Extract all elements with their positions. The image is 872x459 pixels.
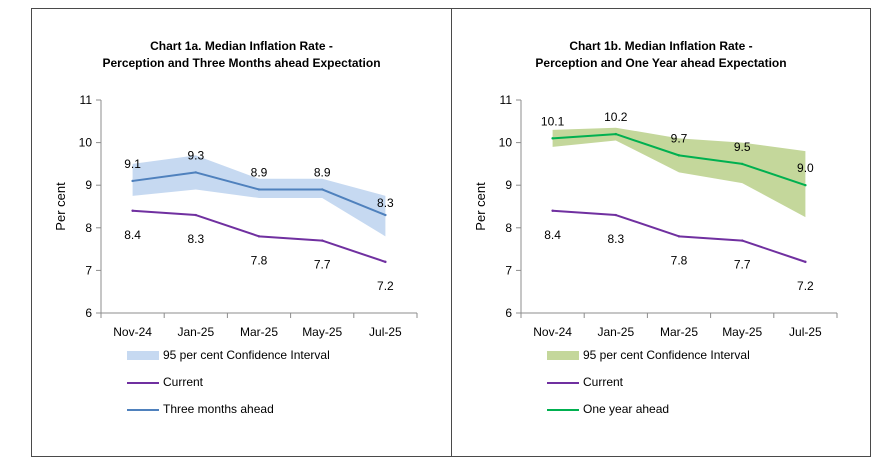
legend-label-band: 95 per cent Confidence Interval (163, 348, 330, 362)
data-label: 8.3 (187, 232, 204, 246)
legend-swatch-current (547, 382, 579, 384)
data-point (321, 188, 324, 191)
y-tick-label: 11 (500, 93, 513, 107)
x-tick-label: Jan-25 (597, 325, 634, 339)
x-tick-label: Mar-25 (660, 325, 698, 339)
y-tick-label: 6 (505, 306, 512, 320)
data-label: 9.3 (187, 148, 204, 162)
chart-1b-panel: Chart 1b. Median Inflation Rate - Percep… (451, 8, 871, 457)
y-tick-label: 9 (85, 178, 92, 192)
data-point (741, 162, 744, 166)
data-point (384, 260, 387, 264)
x-tick-label: Nov-24 (113, 325, 152, 339)
chart-title: Chart 1a. Median Inflation Rate - Percep… (32, 38, 451, 72)
data-point (804, 184, 807, 187)
confidence-band (132, 155, 386, 237)
legend-swatch-band (547, 351, 579, 360)
legend-swatch-band (127, 351, 159, 360)
data-point (194, 213, 197, 217)
y-tick-label: 8 (85, 221, 92, 235)
data-point (551, 137, 554, 140)
data-label: 8.4 (124, 228, 141, 242)
y-tick-label: 9 (505, 178, 512, 192)
data-label: 8.4 (544, 228, 561, 242)
data-label: 9.5 (734, 140, 751, 154)
x-tick-label: Nov-24 (533, 325, 572, 339)
x-tick-label: Jan-25 (177, 325, 214, 339)
chart-1b-plot: 6 7 8 9 10 11 Nov-24 Jan-25 Mar-25 May-25 Jul-25 Pe… (473, 93, 838, 339)
data-point (614, 213, 617, 217)
data-point (257, 235, 261, 238)
chart-title-line-1: Chart 1b. Median Inflation Rate - (569, 39, 753, 53)
y-tick-label: 7 (85, 263, 92, 277)
y-tick-label: 7 (505, 263, 512, 277)
data-label: 7.8 (671, 253, 688, 267)
data-label: 7.2 (377, 279, 394, 293)
legend-swatch-current (127, 382, 159, 384)
x-tick-label: May-25 (722, 325, 762, 339)
data-point (384, 213, 387, 217)
y-tick-label: 10 (499, 136, 513, 150)
chart-title-line-1: Chart 1a. Median Inflation Rate - (150, 39, 333, 53)
x-tick-label: Mar-25 (240, 325, 278, 339)
data-point (614, 132, 617, 136)
data-point (677, 235, 681, 238)
data-label: 9.0 (797, 161, 814, 175)
data-point (257, 188, 261, 191)
chart-title-line-2: Perception and Three Months ahead Expect… (102, 56, 381, 70)
data-point (677, 154, 681, 157)
chart-title-line-2: Perception and One Year ahead Expectatio… (535, 56, 787, 70)
confidence-band (552, 127, 806, 218)
y-tick-label: 6 (85, 306, 92, 320)
x-tick-label: Jul-25 (369, 325, 402, 339)
data-point (321, 239, 324, 242)
data-label: 8.3 (607, 232, 624, 246)
data-label: 7.8 (251, 253, 268, 267)
legend-swatch-expectation (547, 409, 579, 411)
data-label: 7.7 (734, 258, 751, 272)
legend-label-current: Current (163, 375, 204, 389)
chart-1a-plot: 6 7 8 9 10 11 Nov-24 Jan-25 Mar-25 May-25 Jul-25 Pe… (53, 93, 418, 339)
data-point (131, 209, 134, 212)
data-label: 8.3 (377, 196, 394, 210)
data-point (194, 171, 197, 174)
y-tick-label: 11 (80, 93, 93, 107)
legend-label-expectation: One year ahead (583, 402, 670, 416)
legend-label-band: 95 per cent Confidence Interval (583, 348, 750, 362)
data-label: 9.7 (671, 131, 688, 145)
data-label: 8.9 (251, 165, 268, 179)
y-tick-label: 8 (505, 221, 512, 235)
legend-label-expectation: Three months ahead (163, 402, 274, 416)
data-label: 9.1 (124, 157, 141, 171)
data-point (741, 239, 744, 242)
y-axis-title: Per cent (53, 182, 68, 231)
data-label: 10.1 (541, 114, 565, 128)
data-point (804, 260, 807, 264)
data-point (131, 179, 134, 183)
chart-1a-panel: Chart 1a. Median Inflation Rate - Percep… (31, 8, 452, 457)
legend-label-current: Current (583, 375, 624, 389)
data-label: 7.2 (797, 279, 814, 293)
data-label: 7.7 (314, 258, 331, 272)
x-tick-label: Jul-25 (789, 325, 822, 339)
chart-title: Chart 1b. Median Inflation Rate - Percep… (452, 38, 870, 72)
y-tick-label: 10 (79, 136, 93, 150)
data-label: 10.2 (604, 110, 628, 124)
legend-swatch-expectation (127, 409, 159, 411)
y-axis-title: Per cent (473, 182, 488, 231)
data-point (551, 209, 554, 212)
x-tick-label: May-25 (302, 325, 342, 339)
data-label: 8.9 (314, 165, 331, 179)
